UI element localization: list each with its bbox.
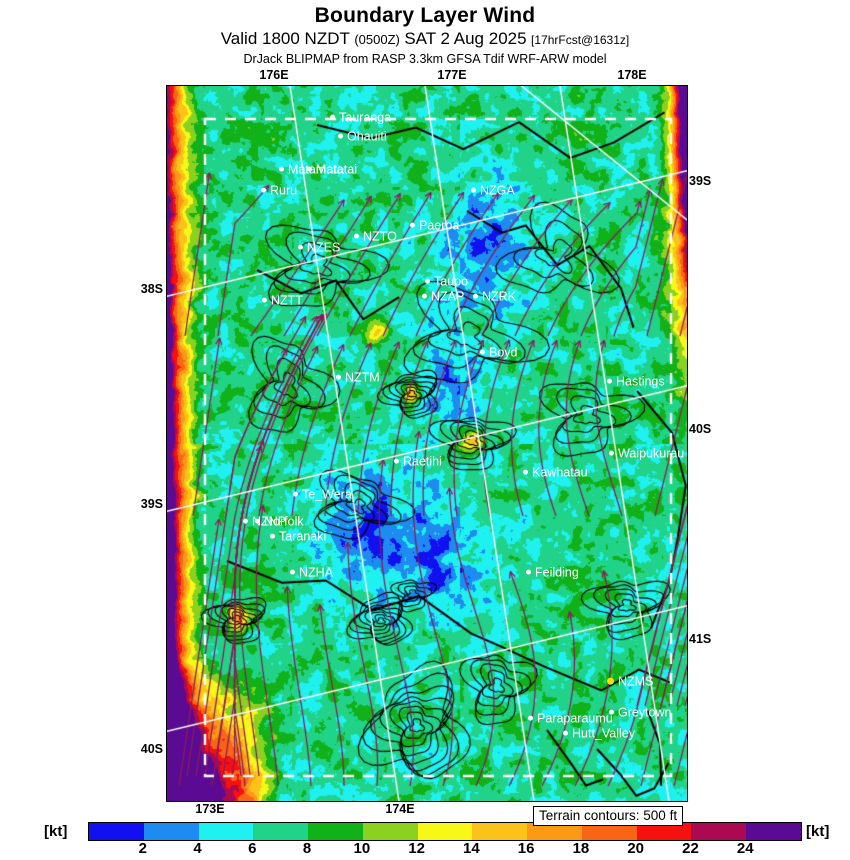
lat-label-right-40S: 40S: [689, 422, 712, 436]
valid-time-local: Valid 1800 NZDT: [220, 29, 350, 48]
colorbar-tick-14: 14: [463, 840, 480, 857]
colorbar-segment-11: [691, 823, 747, 840]
colorbar-tick-4: 4: [193, 840, 202, 857]
colorbar-legend: [kt] 2 4 6 8 10 12 14 16 18 20 22 24 [kt]: [0, 820, 850, 860]
wind-field-raster: [167, 86, 687, 801]
colorbar-segment-5: [362, 823, 418, 840]
lat-label-right-39S: 39S: [689, 174, 712, 188]
colorbar-segment-10: [636, 823, 692, 840]
valid-time-utc: (0500Z): [354, 32, 400, 47]
terrain-contour-legend: Terrain contours: 500 ft: [533, 806, 684, 826]
colorbar-segment-12: [746, 823, 801, 840]
colorbar-tick-20: 20: [627, 840, 645, 857]
units-label-left: [kt]: [44, 823, 68, 840]
lon-label-top-178E: 178E: [617, 68, 647, 82]
colorbar-tick-24: 24: [736, 840, 754, 857]
colorbar-segment-2: [198, 823, 254, 840]
colorbar-segment-9: [581, 823, 637, 840]
valid-date: SAT 2 Aug 2025: [404, 29, 527, 48]
wind-map[interactable]: [166, 85, 688, 802]
lat-label-left-40S: 40S: [140, 742, 163, 756]
lat-label-left-39S: 39S: [140, 497, 163, 511]
colorbar-segment-3: [253, 823, 309, 840]
colorbar-segment-4: [308, 823, 363, 840]
lon-label-top-176E: 176E: [259, 68, 289, 82]
colorbar-tick-22: 22: [682, 840, 699, 857]
colorbar-tick-16: 16: [517, 840, 535, 857]
colorbar-segment-0: [89, 823, 144, 840]
colorbar-tick-8: 8: [302, 840, 312, 857]
valid-time-line: Valid 1800 NZDT (0500Z) SAT 2 Aug 2025 […: [0, 28, 850, 51]
terrain-contour-legend-text: Terrain contours: 500 ft: [539, 808, 678, 823]
lon-label-top-177E: 177E: [437, 68, 467, 82]
lon-label-bottom-174E: 174E: [385, 802, 415, 816]
units-label-right: [kt]: [806, 823, 830, 840]
colorbar-segment-6: [417, 823, 473, 840]
colorbar-segment-1: [143, 823, 199, 840]
colorbar-tick-18: 18: [572, 840, 590, 857]
colorbar-swatches: [88, 822, 802, 841]
colorbar-tick-6: 6: [248, 840, 257, 857]
header: Boundary Layer Wind Valid 1800 NZDT (050…: [0, 0, 850, 68]
model-line: DrJack BLIPMAP from RASP 3.3km GFSA Tdif…: [243, 52, 607, 66]
lon-label-bottom-173E: 173E: [195, 802, 225, 816]
colorbar-tick-12: 12: [408, 840, 425, 857]
colorbar-tick-10: 10: [353, 840, 371, 857]
colorbar-segment-8: [527, 823, 582, 840]
page-title: Boundary Layer Wind: [314, 4, 536, 27]
lat-label-left-38S: 38S: [140, 282, 163, 296]
colorbar-tick-2: 2: [138, 840, 147, 857]
forecast-tag: [17hrFcst@1631z]: [531, 33, 630, 47]
colorbar-tick-labels: 2 4 6 8 10 12 14 16 18 20 22 24: [88, 840, 800, 860]
colorbar-segment-7: [472, 823, 528, 840]
lat-label-right-41S: 41S: [689, 632, 712, 646]
